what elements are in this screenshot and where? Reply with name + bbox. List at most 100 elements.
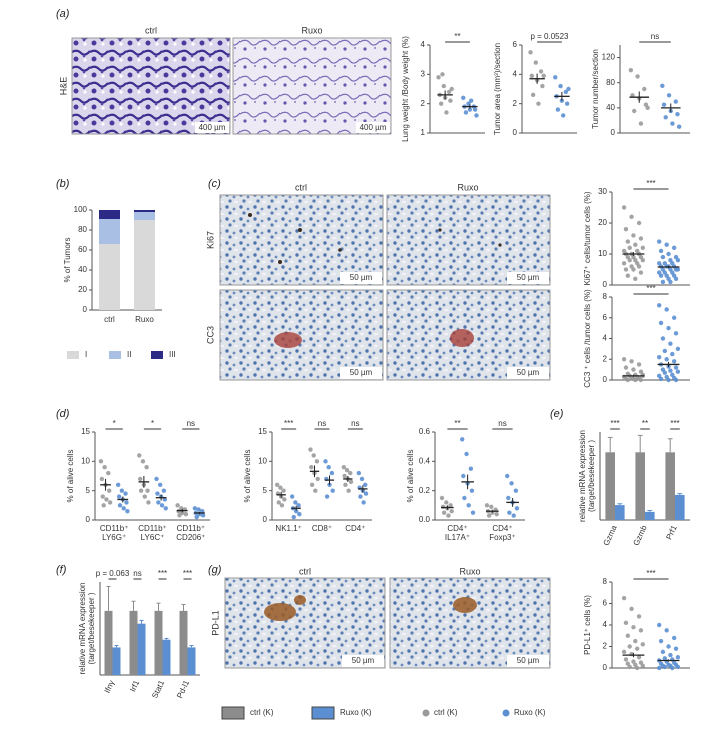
data-point [640, 245, 646, 250]
sig-label: ns [351, 419, 359, 428]
data-point [486, 513, 492, 518]
legend-swatch [311, 706, 335, 720]
data-point [474, 113, 479, 118]
data-point [293, 509, 299, 514]
bar-segment [134, 212, 155, 220]
data-point [101, 503, 106, 508]
data-point [514, 506, 520, 511]
data-point [623, 365, 629, 370]
data-point [440, 72, 445, 77]
data-point [104, 497, 109, 502]
data-point [630, 93, 635, 98]
x-tick-label: CD4⁺ [345, 524, 365, 533]
data-point [156, 500, 161, 505]
data-point [536, 101, 541, 106]
data-point [343, 482, 348, 487]
x-tick-label: IL17A⁺ [445, 533, 470, 542]
stain-spots [274, 329, 474, 348]
x-tick-label: CD11b⁺ [177, 524, 206, 533]
data-point [200, 513, 206, 518]
data-point [673, 365, 679, 370]
y-axis-title: % of alive cells [406, 450, 415, 503]
panel-label: (a) [56, 8, 70, 20]
y-tick-label: 0 [603, 280, 608, 289]
data-point [658, 273, 664, 278]
data-point [107, 488, 112, 493]
scale-label: 50 µm [517, 368, 540, 377]
row-label: PD-L1 [210, 610, 220, 636]
data-point [163, 506, 168, 511]
y-tick-label: 6 [603, 599, 608, 608]
data-point [489, 504, 494, 509]
sig-label: *** [284, 419, 293, 428]
y-tick-label: 40 [606, 103, 615, 112]
sig-label: p = 0.063 [96, 569, 130, 578]
data-point [671, 315, 677, 320]
data-point [464, 451, 469, 457]
data-point [98, 459, 104, 464]
data-point [124, 500, 129, 505]
scale-box [195, 122, 229, 133]
data-point [329, 470, 335, 476]
data-point [313, 488, 318, 493]
data-point [117, 503, 123, 508]
data-point [194, 514, 199, 520]
y-tick-label: 60 [78, 245, 87, 254]
data-point [162, 497, 168, 502]
data-point [311, 453, 316, 458]
y-tick-label: 5 [86, 486, 91, 495]
data-point [530, 92, 536, 98]
data-point [670, 121, 675, 126]
bar [645, 511, 655, 520]
y-tick-label: 4 [421, 40, 426, 49]
data-point [675, 664, 681, 670]
image-header: ctrl [299, 566, 311, 576]
data-point [566, 86, 571, 92]
data-point [438, 101, 444, 106]
data-point [359, 476, 365, 482]
data-point [660, 254, 666, 260]
data-point [668, 368, 673, 373]
data-point [631, 624, 636, 630]
data-point [326, 465, 331, 470]
data-point [448, 503, 453, 508]
data-point [675, 111, 680, 117]
x-tick-label: CD11b⁺ [100, 524, 129, 533]
data-point [559, 98, 565, 103]
legend-swatch [67, 351, 79, 359]
data-point [444, 500, 449, 505]
data-point [633, 662, 638, 667]
data-point [623, 267, 629, 272]
data-point [154, 476, 159, 482]
data-point [346, 488, 351, 493]
data-point [662, 348, 668, 354]
data-point [656, 622, 662, 628]
data-point [344, 467, 350, 473]
y-tick-label: 8 [603, 577, 608, 586]
x-tick-label: Irf1 [128, 678, 141, 693]
data-point [670, 351, 675, 357]
x-tick-label: ctrl [104, 315, 115, 324]
panel-label: (c) [208, 178, 221, 190]
bar-segment [134, 220, 155, 310]
data-point [673, 377, 679, 383]
y-axis-title: Ki67⁺ cells/tumor cells (%) [583, 191, 592, 285]
data-point [633, 276, 638, 281]
y-tick-label: 8 [603, 292, 608, 301]
legend-swatch [502, 709, 510, 717]
scale-label: 50 µm [350, 368, 373, 377]
data-point [673, 646, 679, 651]
data-point [642, 86, 647, 92]
data-point [449, 509, 454, 514]
y-tick-label: 2 [421, 99, 426, 108]
sig-label: *** [610, 419, 619, 428]
y-axis-title: (target/besekeeper ) [587, 440, 596, 512]
data-point [625, 377, 631, 383]
x-tick-label: Prf1 [664, 523, 679, 541]
y-axis-title: relative mRNA expression [78, 582, 87, 674]
sig-label: ** [454, 419, 460, 428]
data-point [633, 638, 638, 644]
data-point [461, 473, 466, 479]
data-point [177, 513, 182, 518]
data-point [200, 509, 205, 514]
